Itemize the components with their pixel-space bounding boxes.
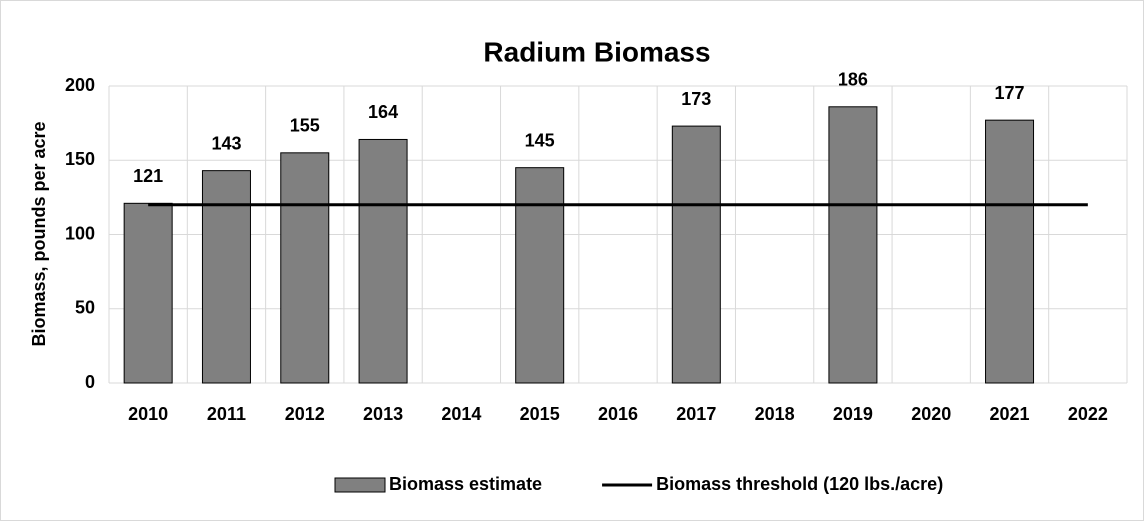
chart-title: Radium Biomass: [483, 36, 710, 67]
x-tick-label: 2019: [833, 404, 873, 424]
x-tick-label: 2011: [207, 404, 246, 424]
y-axis-label: Biomass, pounds per acre: [29, 121, 49, 346]
data-label: 145: [525, 130, 555, 150]
bar: [985, 119, 1035, 384]
x-tick-label: 2018: [755, 404, 795, 424]
x-tick-label: 2021: [990, 404, 1030, 424]
x-tick-label: 2013: [363, 404, 403, 424]
data-label: 121: [133, 166, 163, 186]
bar: [671, 125, 721, 384]
x-tick-label: 2022: [1068, 404, 1108, 424]
y-tick-label: 150: [65, 149, 95, 169]
data-label: 164: [368, 102, 398, 122]
legend-label: Biomass estimate: [389, 474, 542, 494]
legend-swatch: [334, 477, 386, 493]
y-tick-label: 0: [85, 372, 95, 392]
bar: [280, 152, 330, 384]
y-tick-label: 200: [65, 75, 95, 95]
bar: [123, 202, 173, 384]
x-tick-label: 2014: [441, 404, 481, 424]
y-tick-label: 100: [65, 223, 95, 243]
data-label: 177: [995, 83, 1025, 103]
data-label: 186: [838, 70, 868, 90]
x-tick-label: 2015: [520, 404, 560, 424]
data-label: 155: [290, 116, 320, 136]
legend-label: Biomass threshold (120 lbs./acre): [656, 474, 943, 494]
bar: [201, 170, 251, 384]
bar: [358, 138, 408, 384]
data-label: 173: [681, 89, 711, 109]
x-tick-label: 2012: [285, 404, 325, 424]
x-tick-label: 2017: [676, 404, 716, 424]
y-tick-label: 50: [75, 298, 95, 318]
x-tick-label: 2016: [598, 404, 638, 424]
data-label: 143: [211, 133, 241, 153]
bar: [828, 106, 878, 384]
x-tick-label: 2020: [911, 404, 951, 424]
bar: [515, 167, 565, 384]
x-tick-label: 2010: [128, 404, 168, 424]
